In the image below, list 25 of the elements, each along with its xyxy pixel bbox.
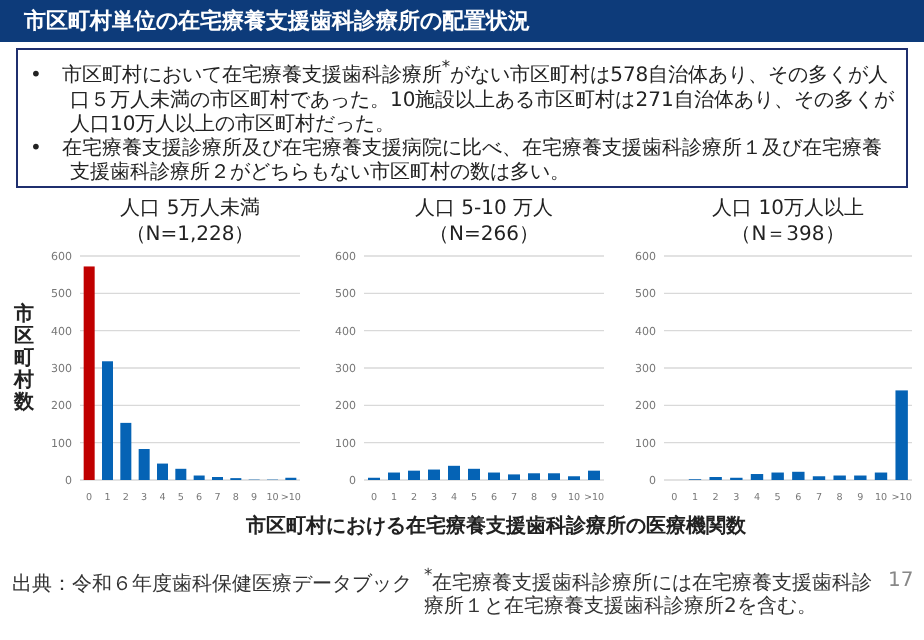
chart-subtitle: （N＝398）	[731, 224, 845, 246]
chart-title: 人口 5万人未満	[120, 196, 260, 220]
bar	[874, 472, 888, 480]
text: $^{*}$在宅療養支援歯科診療所には在宅療養支援歯科診療所１と在宅療養支援歯科診療所2を含む。	[424, 562, 875, 621]
source-note: 出典：令和６年度歯科保健医療データブック	[12, 571, 414, 598]
text: • 市区町村において在宅療養支援歯科診療所$^{*}$がない市区町村は578自治体あり、その多くが人口５万人未満の市区町村であった。10施設以上ある市区町村は271自治体あり、その多くが人口10万人以上の市区町村だった。	[30, 54, 894, 137]
bar	[138, 449, 150, 480]
bar	[175, 468, 187, 480]
chart-title: 人口 5-10 万人	[414, 198, 554, 220]
bar	[102, 361, 113, 480]
bar	[750, 474, 764, 480]
text: 17	[888, 570, 914, 592]
bar	[83, 266, 95, 480]
bar	[120, 422, 132, 480]
y-axis-title: 市区町村数	[12, 302, 36, 414]
bar	[792, 471, 805, 480]
text: • 在宅療養支援診療所及び在宅療養支援病院に比べ、在宅療養支援歯科診療所１及び在宅療養支援歯科診療所２がどちらもない市区町村の数は多い。	[30, 137, 884, 187]
text: 市区町村単位の在宅療養支援歯科診療所の配置状況	[0, 0, 924, 42]
bar	[157, 463, 168, 480]
chart-subtitle: （N=266）	[429, 224, 539, 246]
chart-title: 人口 10万人以上	[712, 196, 864, 220]
bar	[771, 472, 784, 480]
x-axis-title: 市区町村における在宅療養支援歯科診療所の医療機関数	[244, 514, 748, 538]
chart-subtitle: （N=1,228）	[125, 224, 255, 246]
bar	[895, 390, 908, 480]
